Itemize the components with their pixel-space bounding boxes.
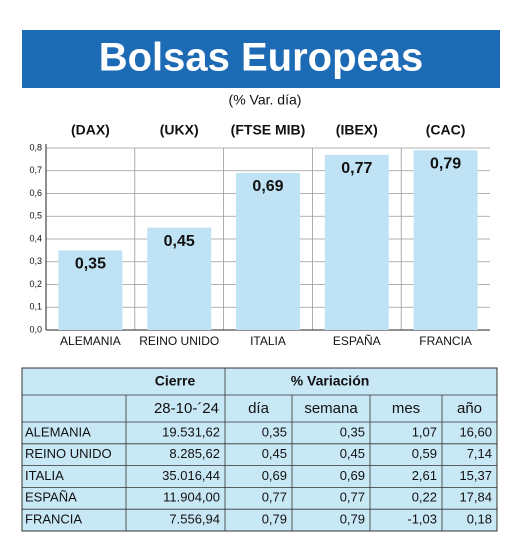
table-cell: 0,69 [340, 468, 365, 483]
y-tick-label: 0,6 [29, 188, 42, 198]
table-cell: 0,18 [467, 512, 492, 527]
table-cell: 16,60 [459, 424, 492, 439]
table-cell: 7,14 [467, 446, 492, 461]
y-tick-label: 0,3 [29, 256, 42, 266]
table-cell: 0,77 [262, 490, 287, 505]
y-tick-label: 0,8 [29, 142, 42, 152]
column-header: semana [304, 400, 358, 417]
table-cell: -1,03 [407, 512, 437, 527]
row-label: FRANCIA [25, 512, 82, 527]
column-header: 28-10-´24 [154, 400, 219, 417]
table-cell: 0,45 [340, 446, 365, 461]
value-label: 0,35 [75, 256, 106, 273]
table-cell: 0,69 [262, 468, 287, 483]
table-cell: 2,61 [412, 468, 437, 483]
table-cell: 1,07 [412, 424, 437, 439]
table-header: % Variación [291, 373, 370, 389]
x-tick-label: REINO UNIDO [139, 334, 219, 348]
table-cell: 15,37 [459, 468, 492, 483]
table-cell: 7.556,94 [169, 512, 220, 527]
bar [147, 227, 212, 330]
table-cell: 0,79 [262, 512, 287, 527]
table-cell: 0,22 [412, 490, 437, 505]
x-tick-label: ESPAÑA [333, 334, 381, 348]
row-label: ITALIA [25, 468, 64, 483]
value-label: 0,79 [430, 155, 461, 172]
table-cell: 0,35 [262, 424, 287, 439]
y-tick-label: 0,1 [29, 302, 42, 312]
bar [413, 150, 478, 330]
table-cell: 0,45 [262, 446, 287, 461]
y-tick-label: 0,4 [29, 233, 42, 243]
index-label: (CAC) [426, 122, 466, 138]
index-label: (IBEX) [336, 122, 378, 138]
table-cell: 8.285,62 [169, 446, 220, 461]
bar [236, 173, 300, 330]
x-tick-label: ITALIA [250, 334, 286, 348]
row-label: ESPAÑA [25, 490, 77, 505]
table-cell: 0,35 [340, 424, 365, 439]
index-label: (DAX) [71, 122, 110, 138]
index-label: (FTSE MIB) [231, 122, 306, 138]
title-banner [22, 30, 500, 88]
table-cell: 0,77 [340, 490, 365, 505]
column-header: día [248, 400, 270, 417]
column-header: año [457, 400, 482, 417]
table-cell: 0,79 [340, 512, 365, 527]
chart-title: Bolsas Europeas [99, 36, 424, 80]
y-tick-label: 0,2 [29, 279, 42, 289]
table-cell: 19.531,62 [162, 424, 220, 439]
value-label: 0,45 [164, 233, 195, 250]
x-tick-label: FRANCIA [419, 334, 472, 348]
table-cell: 17,84 [459, 490, 492, 505]
table-cell: 0,59 [412, 446, 437, 461]
table-cell: 11.904,00 [163, 490, 220, 505]
column-header: mes [392, 400, 420, 417]
row-label: REINO UNIDO [25, 446, 112, 461]
y-tick-label: 0,0 [29, 324, 42, 334]
value-label: 0,77 [341, 160, 372, 177]
value-label: 0,69 [252, 178, 283, 195]
table-cell: 35.016,44 [162, 468, 220, 483]
chart-subtitle: (% Var. día) [229, 92, 302, 108]
x-tick-label: ALEMANIA [60, 334, 121, 348]
bar [324, 154, 389, 330]
bar [58, 250, 123, 330]
table-header: Cierre [155, 373, 196, 389]
y-tick-label: 0,7 [29, 165, 42, 175]
row-label: ALEMANIA [25, 424, 91, 439]
index-label: (UKX) [160, 122, 199, 138]
y-tick-label: 0,5 [29, 211, 42, 221]
